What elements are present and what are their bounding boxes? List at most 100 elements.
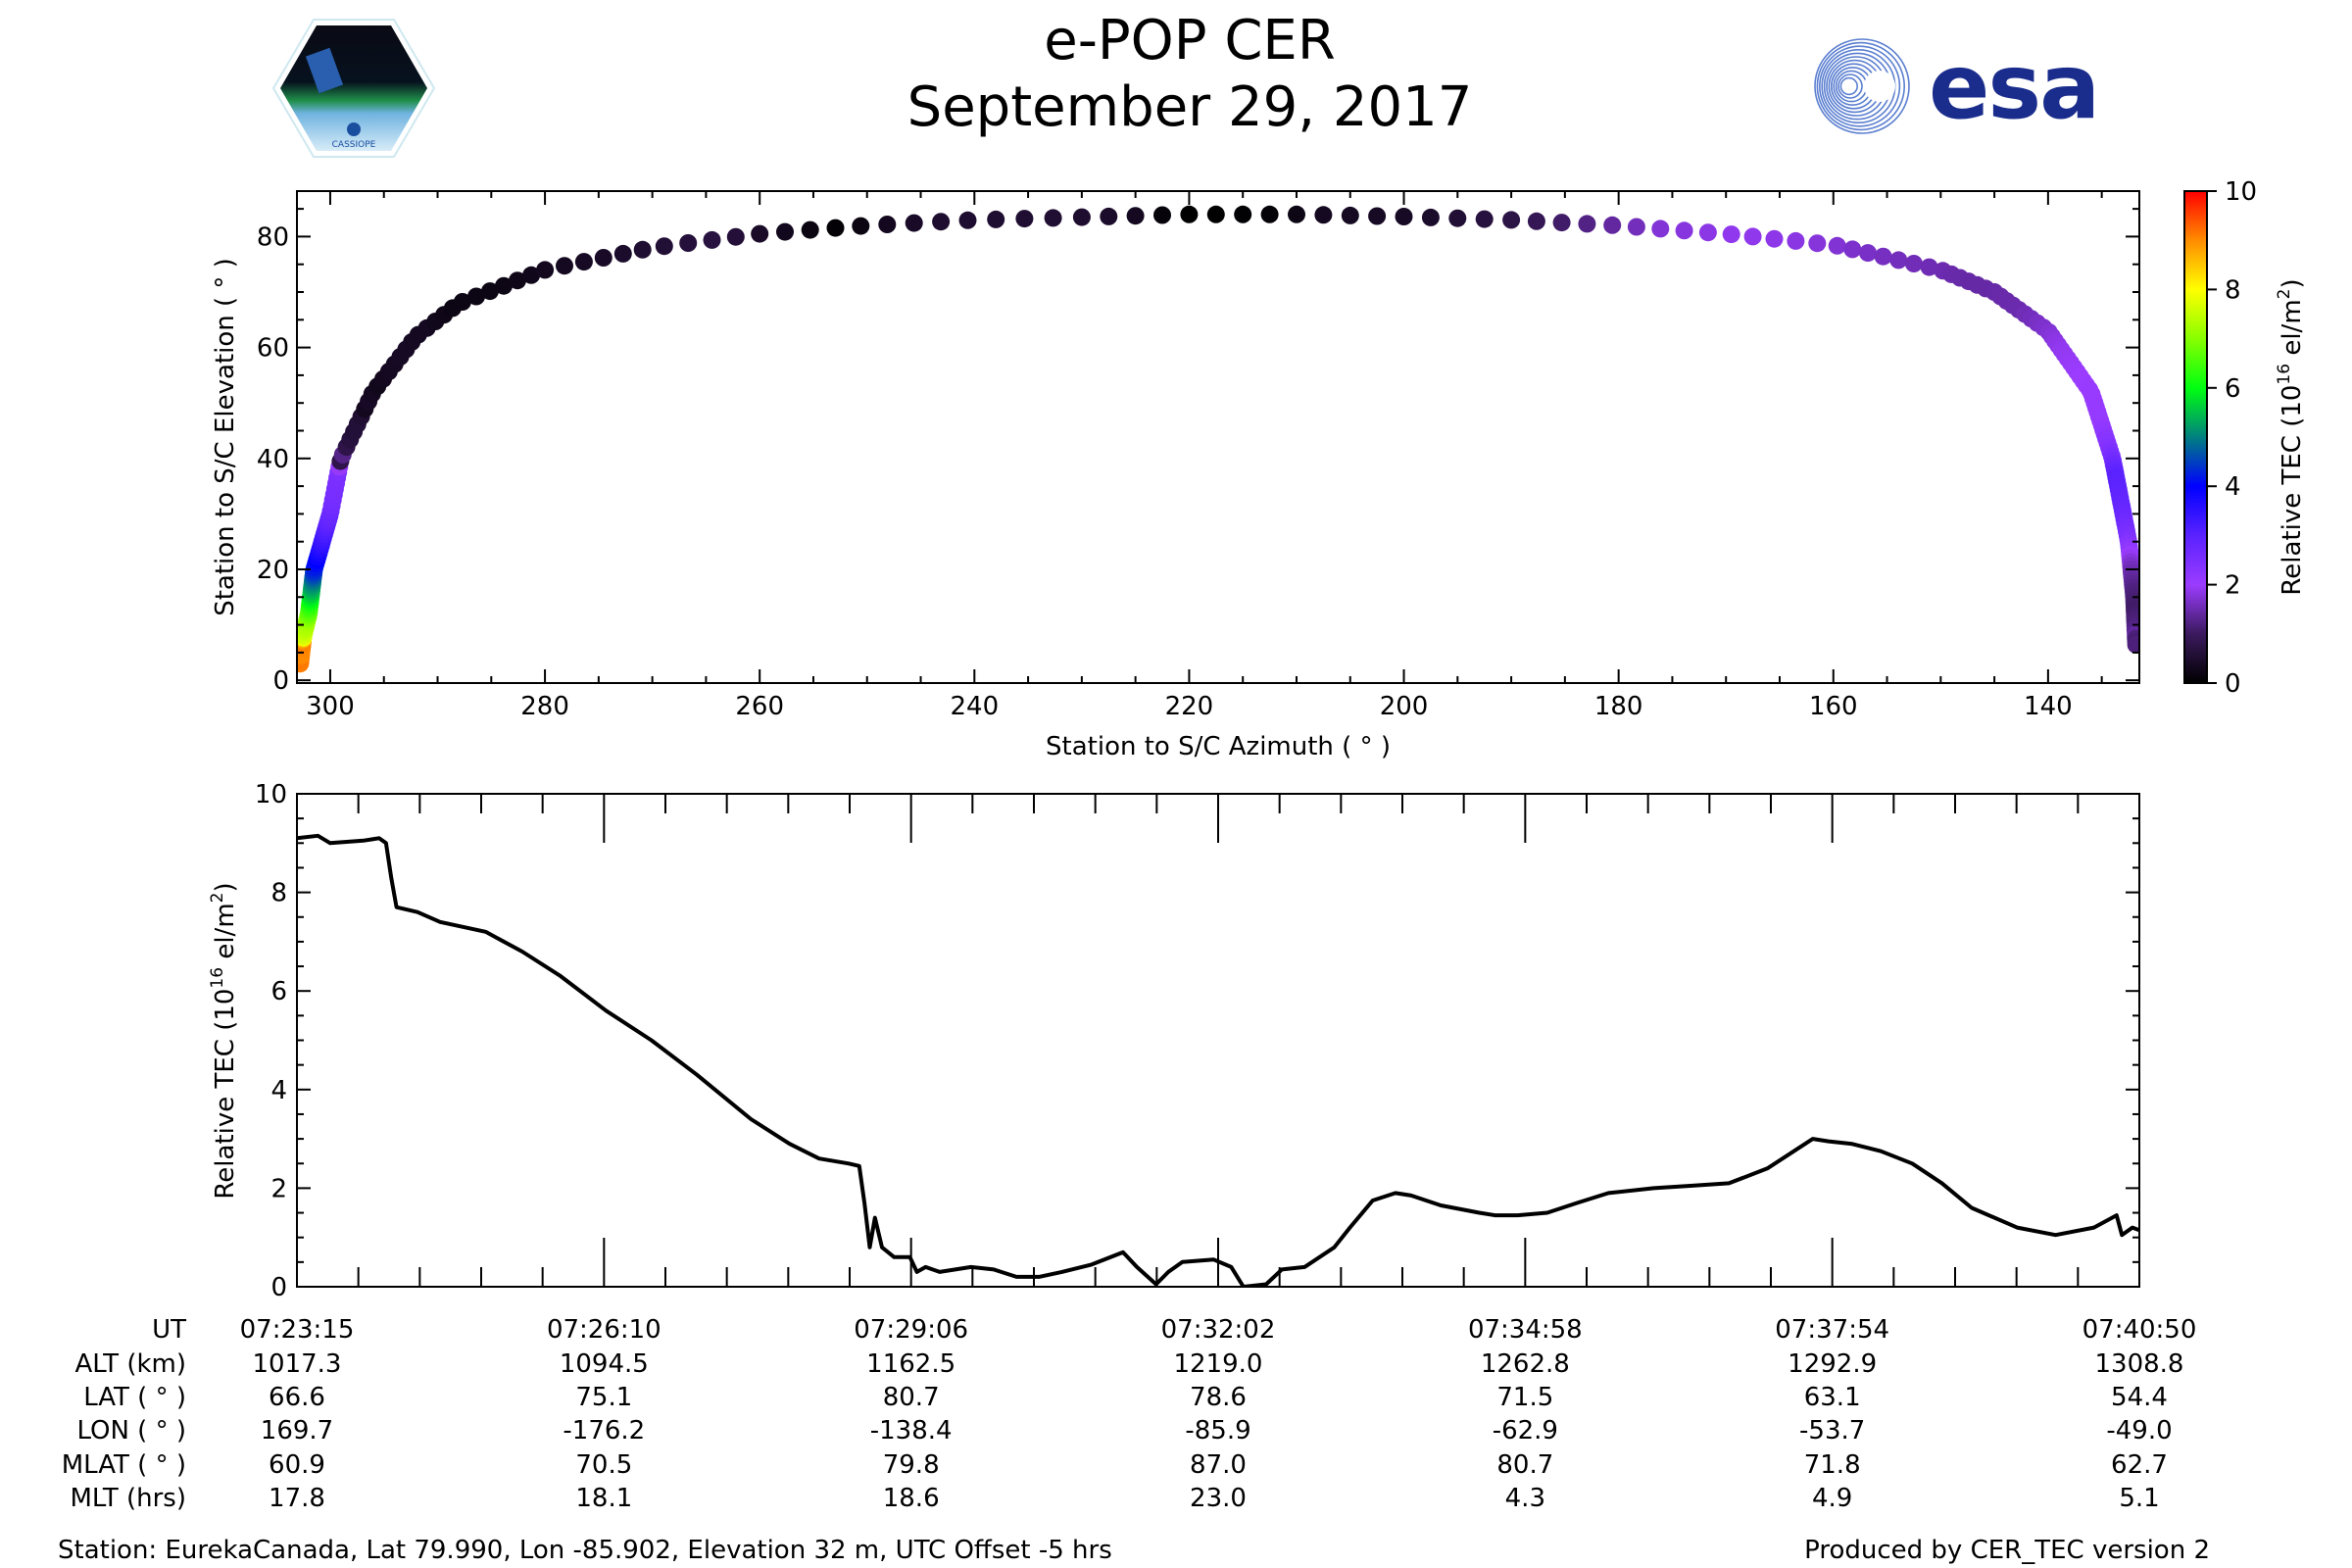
track-dot <box>1015 210 1034 228</box>
table-row-label: LAT ( ° ) <box>83 1383 186 1412</box>
track-dot <box>958 211 977 229</box>
track-dot <box>1808 234 1827 253</box>
table-cell: 70.5 <box>575 1450 632 1480</box>
tec-series-line <box>297 833 2139 1287</box>
chart-date: September 29, 2017 <box>907 75 1473 139</box>
y-tick-label: 0 <box>270 1273 287 1302</box>
track-dot <box>1743 227 1762 246</box>
track-dot <box>655 237 673 256</box>
track-dot <box>1698 223 1717 242</box>
satellite-icon <box>305 47 344 94</box>
colorbar-tick-label: 4 <box>2225 472 2241 502</box>
track-dot <box>1126 207 1145 225</box>
table-row-label: MLT (hrs) <box>71 1484 187 1513</box>
x-tick-label: 300 <box>306 692 355 721</box>
track-dot <box>495 276 513 295</box>
colorbar-tick-label: 0 <box>2225 669 2241 699</box>
track-dot <box>574 253 593 271</box>
colorbar-tick-label: 8 <box>2225 275 2241 305</box>
tec-ticks: 0 2 4 6 8 10 <box>255 780 2140 1302</box>
table-cell: 1262.8 <box>1481 1349 1570 1379</box>
x-tick-label: 200 <box>1380 692 1429 721</box>
table-cell: -176.2 <box>563 1416 645 1446</box>
track-dot <box>1475 210 1494 228</box>
y-tick-label: 60 <box>257 334 289 364</box>
x-tick-label: 180 <box>1594 692 1643 721</box>
colorbar-tick-label: 6 <box>2225 374 2241 404</box>
colorbar-tick-label: 2 <box>2225 571 2241 601</box>
tec-ylabel: Relative TEC (1016 el/m2) <box>208 882 240 1199</box>
table-cell: 60.9 <box>269 1450 325 1480</box>
track-dot <box>1675 221 1693 240</box>
table-row-label: UT <box>152 1315 186 1345</box>
track-dot <box>1552 214 1571 232</box>
track-dot <box>932 213 951 231</box>
track-dot <box>1206 205 1225 223</box>
cassiope-logo: CASSIOPE <box>271 19 436 158</box>
table-row-label: LON ( ° ) <box>76 1416 186 1446</box>
colorbar-bar <box>2183 190 2208 684</box>
track-dot <box>1100 207 1118 225</box>
esa-emblem-ring <box>1818 45 1901 127</box>
track-dot <box>905 214 923 232</box>
track-dot <box>1341 206 1359 224</box>
track-dot <box>1920 258 1938 276</box>
track-dot <box>1578 215 1596 233</box>
esa-emblem-ring <box>1839 76 1859 96</box>
colorbar: 0 2 4 6 8 10 Relative TEC (1016 el/m2) <box>2183 177 2307 699</box>
track-dot <box>522 266 541 284</box>
table-cell: 75.1 <box>575 1383 632 1412</box>
x-tick-label: 140 <box>2024 692 2073 721</box>
track-dot <box>1395 208 1413 225</box>
esa-emblem-icon <box>1814 38 1910 134</box>
y-tick-label: 6 <box>270 977 287 1006</box>
x-tick-label: 220 <box>1165 692 1214 721</box>
esa-emblem-center <box>1864 71 1895 102</box>
track-dot <box>1180 205 1199 223</box>
track-dot <box>613 244 632 263</box>
y-tick-label: 80 <box>257 222 289 252</box>
chart-title: e-POP CER <box>1044 9 1335 73</box>
table-cell: 80.7 <box>1496 1450 1553 1480</box>
tec-frame <box>296 793 2140 1288</box>
track-dot <box>2127 635 2139 654</box>
track-dot <box>1627 218 1645 236</box>
track-dot <box>801 220 819 239</box>
table-cell: 1219.0 <box>1174 1349 1263 1379</box>
track-dot <box>509 271 526 290</box>
track-dot <box>1904 255 1923 272</box>
ephemeris-table: UT ALT (km) LAT ( ° ) LON ( ° ) MLAT ( ° ) ML… <box>62 1315 2197 1513</box>
table-cell: 62.7 <box>2111 1450 2168 1480</box>
track-dot <box>1843 240 1862 259</box>
track-dot <box>1722 225 1740 244</box>
table-cell: -138.4 <box>870 1416 953 1446</box>
track-dot <box>556 257 573 275</box>
table-cell: 18.1 <box>575 1484 632 1513</box>
track-dot <box>1153 206 1171 224</box>
table-row-label: MLAT ( ° ) <box>62 1450 186 1480</box>
table-cell: 07:29:06 <box>854 1315 968 1345</box>
track-dot <box>726 227 745 246</box>
track-dot <box>703 230 721 249</box>
track-dot <box>1787 231 1805 250</box>
colorbar-label: Relative TEC (1016 el/m2) <box>2275 278 2307 595</box>
table-row-label: ALT (km) <box>74 1349 186 1379</box>
track-dot <box>1368 207 1387 225</box>
y-tick-label: 40 <box>257 445 289 474</box>
y-tick-label: 4 <box>270 1076 287 1105</box>
produced-by: Produced by CER_TEC version 2 <box>1804 1536 2210 1565</box>
table-cell: 4.9 <box>1812 1484 1852 1513</box>
track-dot <box>987 210 1005 228</box>
table-cell: 07:32:02 <box>1161 1315 1276 1345</box>
esa-logo-text: esa <box>1929 34 2098 139</box>
y-tick-label: 2 <box>270 1174 287 1203</box>
table-cell: 79.8 <box>883 1450 940 1480</box>
track-dot <box>852 217 870 235</box>
colorbar-tick-label: 10 <box>2225 177 2257 207</box>
table-cell: 17.8 <box>269 1484 325 1513</box>
table-cell: 1308.8 <box>2095 1349 2184 1379</box>
table-cell: 87.0 <box>1190 1450 1247 1480</box>
y-tick-label: 8 <box>270 879 287 908</box>
track-dot <box>1651 220 1670 238</box>
